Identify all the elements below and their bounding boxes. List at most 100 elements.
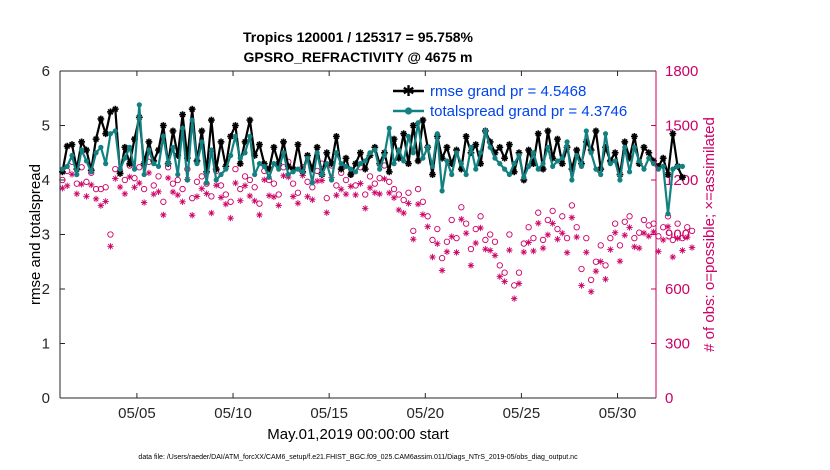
obs-assimilated-marker xyxy=(289,193,297,200)
obs-possible-marker xyxy=(458,204,465,211)
totalspread-point xyxy=(521,174,527,180)
totalspread-point xyxy=(117,166,123,172)
obs-assimilated-marker xyxy=(174,191,181,199)
rmse-point xyxy=(462,133,470,140)
obs-assimilated-marker xyxy=(602,275,609,283)
obs-possible-marker xyxy=(174,176,181,184)
x-tick-label: 05/25 xyxy=(503,405,541,422)
obs-assimilated-marker xyxy=(145,169,153,177)
obs-assimilated-marker xyxy=(544,231,552,239)
x-tick-label: 05/20 xyxy=(407,405,445,422)
totalspread-point xyxy=(304,155,311,161)
rmse-point xyxy=(525,146,533,154)
obs-possible-marker xyxy=(621,218,628,225)
obs-possible-marker xyxy=(323,195,330,202)
obs-assimilated-marker xyxy=(179,198,186,205)
totalspread-point xyxy=(88,169,94,175)
rmse-point xyxy=(534,130,542,138)
obs-possible-marker xyxy=(160,198,167,205)
rmse-point xyxy=(510,168,518,176)
totalspread-point xyxy=(213,177,219,183)
obs-assimilated-marker xyxy=(333,192,340,199)
obs-possible-marker xyxy=(448,216,455,224)
totalspread-point xyxy=(208,147,215,153)
obs-assimilated-marker xyxy=(477,224,484,232)
rmse-point xyxy=(347,171,355,178)
obs-possible-marker xyxy=(289,180,297,187)
totalspread-point xyxy=(593,166,599,172)
obs-assimilated-marker xyxy=(160,211,167,219)
totalspread-point xyxy=(675,163,681,169)
totalspread-point xyxy=(127,144,133,150)
legend-rmse-marker: ✱ xyxy=(402,82,415,100)
totalspread-point xyxy=(228,152,234,159)
rmse-point xyxy=(554,135,561,143)
totalspread-point xyxy=(151,161,157,167)
totalspread-point xyxy=(59,166,66,172)
rmse-point xyxy=(659,154,667,162)
totalspread-point xyxy=(401,158,407,164)
totalspread-point xyxy=(98,144,104,150)
obs-assimilated-marker xyxy=(342,190,350,198)
legend-spread-label: totalspread grand pr = 4.3746 xyxy=(430,103,627,120)
y-right-tick-label: 1500 xyxy=(665,118,698,135)
obs-assimilated-marker xyxy=(376,190,383,198)
plot-area xyxy=(60,71,656,398)
obs-assimilated-marker xyxy=(357,180,364,187)
totalspread-point xyxy=(420,155,426,161)
obs-assimilated-marker xyxy=(559,230,566,237)
obs-possible-marker xyxy=(155,173,162,180)
obs-assimilated-marker xyxy=(97,202,105,209)
obs-assimilated-marker xyxy=(381,175,388,183)
totalspread-point xyxy=(535,166,541,172)
totalspread-point xyxy=(550,163,556,169)
obs-assimilated-marker xyxy=(467,262,475,269)
totalspread-point xyxy=(410,150,416,156)
obs-assimilated-marker xyxy=(405,200,412,207)
obs-possible-marker xyxy=(102,184,109,191)
obs-assimilated-marker xyxy=(472,239,479,247)
obs-possible-marker xyxy=(578,265,585,273)
obs-assimilated-marker xyxy=(352,191,359,199)
totalspread-point xyxy=(266,174,272,180)
obs-assimilated-marker xyxy=(318,177,326,184)
obs-assimilated-marker xyxy=(323,209,330,216)
obs-possible-marker xyxy=(342,176,350,184)
totalspread-point xyxy=(434,131,440,137)
x-axis-label: May.01,2019 00:00:00 start xyxy=(267,426,449,443)
obs-assimilated-marker xyxy=(414,200,422,208)
legend: ✱ rmse grand pr = 4.5468 totalspread gra… xyxy=(393,82,627,120)
obs-possible-marker xyxy=(501,269,508,276)
totalspread-point xyxy=(660,163,666,169)
obs-assimilated-marker xyxy=(539,244,547,252)
obs-assimilated-marker xyxy=(491,252,499,259)
obs-assimilated-marker xyxy=(443,248,451,255)
obs-assimilated-marker xyxy=(222,200,230,208)
totalspread-point xyxy=(319,171,325,178)
obs-possible-marker xyxy=(568,202,576,209)
totalspread-point xyxy=(103,161,109,167)
obs-possible-marker xyxy=(232,165,239,173)
y-right-tick-label: 0 xyxy=(665,390,673,407)
obs-assimilated-marker xyxy=(304,193,311,200)
rmse-point xyxy=(506,141,513,148)
rmse-point xyxy=(385,168,393,176)
rmse-point xyxy=(256,141,263,148)
obs-possible-marker xyxy=(410,227,417,235)
totalspread-point xyxy=(540,161,546,167)
rmse-point xyxy=(179,111,186,118)
obs-possible-marker xyxy=(506,231,513,238)
legend-entry-rmse: ✱ rmse grand pr = 4.5468 xyxy=(393,82,586,100)
totalspread-point xyxy=(74,171,80,178)
totalspread-point xyxy=(602,131,609,137)
totalspread-point xyxy=(367,150,373,156)
obs-assimilated-marker xyxy=(198,185,205,192)
obs-assimilated-marker xyxy=(246,192,254,200)
obs-assimilated-marker xyxy=(217,194,225,201)
obs-possible-marker xyxy=(83,178,90,185)
rmse-point xyxy=(159,122,167,129)
totalspread-point xyxy=(285,171,291,178)
obs-assimilated-marker xyxy=(607,246,614,253)
obs-assimilated-marker xyxy=(169,188,177,196)
obs-assimilated-marker xyxy=(337,186,345,193)
